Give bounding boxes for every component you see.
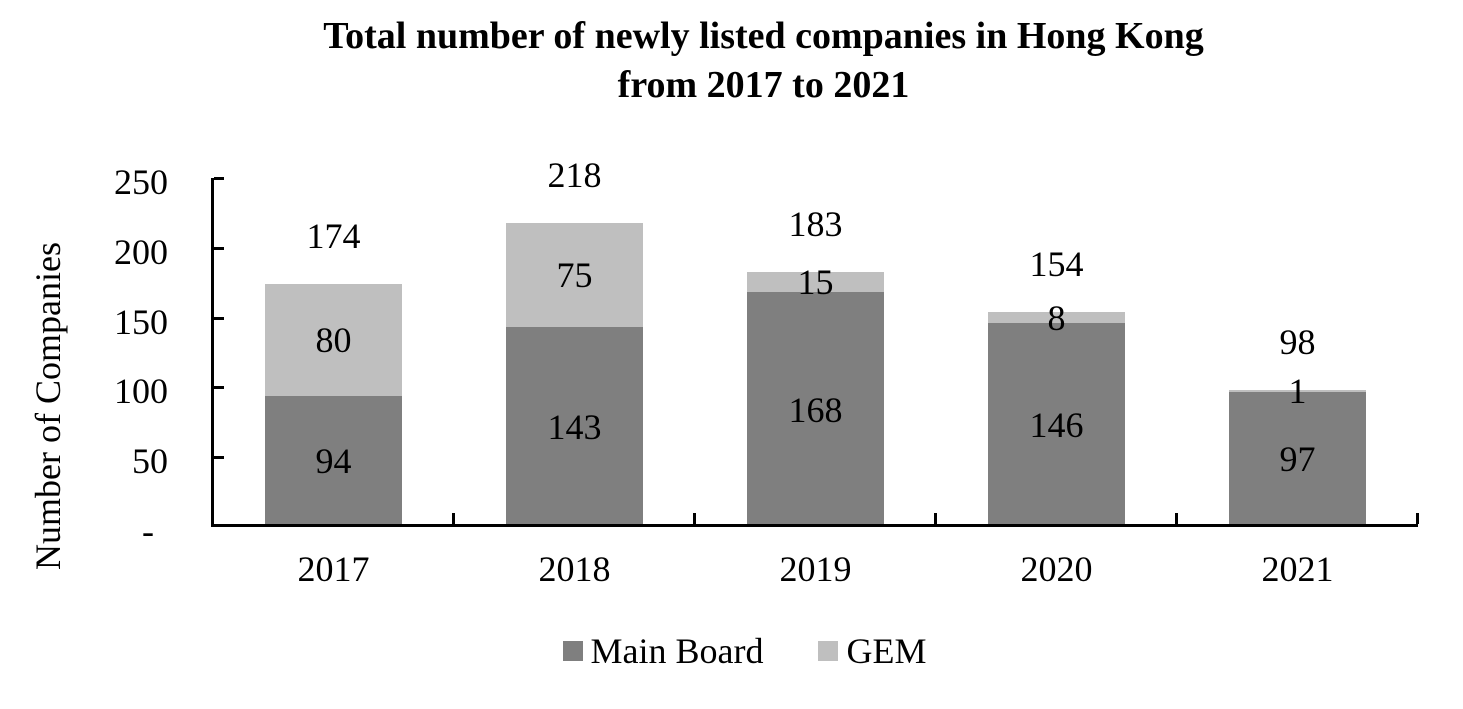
bar-segment-gem-2018 <box>506 222 643 328</box>
y-tick-label: 200 <box>114 231 168 272</box>
y-tick-label: - <box>142 511 154 551</box>
bar-segment-gem-2019 <box>747 271 884 293</box>
bar-label-main-board-2021: 97 <box>1279 439 1316 480</box>
x-axis-tick <box>1416 513 1419 524</box>
chart-title-line-1: Total number of newly listed companies i… <box>323 15 1204 57</box>
y-axis-line <box>211 178 214 527</box>
y-axis-tick <box>214 316 224 320</box>
legend-swatch-main-board-icon <box>562 641 583 661</box>
x-category-label-2018: 2018 <box>538 549 611 589</box>
x-axis-line <box>211 524 1418 527</box>
bar-total-label-2018: 218 <box>547 154 602 195</box>
bar-total-label-2021: 98 <box>1279 322 1316 363</box>
y-tick-label: 50 <box>132 441 168 482</box>
y-tick-label: 150 <box>114 301 168 342</box>
bar-segment-gem-2020 <box>988 312 1125 324</box>
bar-label-gem-2021: 1 <box>1288 370 1307 411</box>
bar-label-main-board-2017: 94 <box>315 441 352 482</box>
legend-item-main-board: Main Board <box>562 631 764 671</box>
legend-item-gem: GEM <box>818 632 926 670</box>
x-category-label-2017: 2017 <box>297 549 370 589</box>
bar-label-gem-2018: 75 <box>556 255 593 296</box>
y-axis-tick <box>214 246 224 250</box>
bar-segment-main-board-2021 <box>1229 391 1366 527</box>
bar-segment-main-board-2019 <box>747 292 884 527</box>
bar-total-label-2019: 183 <box>788 203 843 244</box>
y-tick-label: 250 <box>114 162 168 202</box>
bar-label-main-board-2020: 146 <box>1029 405 1084 446</box>
bar-label-main-board-2018: 143 <box>547 407 602 448</box>
bar-label-main-board-2019: 168 <box>788 389 843 430</box>
y-tick-label: 100 <box>114 371 168 412</box>
x-category-label-2021: 2021 <box>1261 549 1334 589</box>
bar-total-label-2017: 174 <box>306 216 361 257</box>
y-axis-tick <box>214 456 224 460</box>
legend-label-main-board: Main Board <box>590 631 764 671</box>
bar-segment-main-board-2020 <box>988 323 1125 527</box>
bar-label-gem-2019: 15 <box>797 262 834 302</box>
x-category-label-2019: 2019 <box>779 549 852 589</box>
legend-swatch-gem-icon <box>818 641 839 661</box>
bar-segment-gem-2021 <box>1229 390 1366 392</box>
y-axis-tick <box>214 177 224 180</box>
x-axis-tick <box>1175 513 1178 524</box>
legend-label-gem: GEM <box>846 631 927 671</box>
chart-title: Total number of newly listed companies i… <box>32 12 1463 110</box>
x-axis-tick <box>693 513 696 524</box>
y-axis-tick <box>214 386 224 390</box>
bar-label-gem-2017: 80 <box>315 319 352 360</box>
bar-segment-main-board-2018 <box>506 327 643 527</box>
chart-title-line-2: from 2017 to 2021 <box>617 64 910 106</box>
legend: Main Board GEM <box>13 632 1463 670</box>
x-axis-tick <box>452 513 455 524</box>
x-axis-tick <box>934 513 937 524</box>
bar-segment-main-board-2017 <box>265 395 402 527</box>
bar-total-label-2020: 154 <box>1029 244 1084 285</box>
x-category-label-2020: 2020 <box>1020 549 1093 589</box>
bar-segment-gem-2017 <box>265 284 402 396</box>
bar-label-gem-2020: 8 <box>1047 297 1066 338</box>
